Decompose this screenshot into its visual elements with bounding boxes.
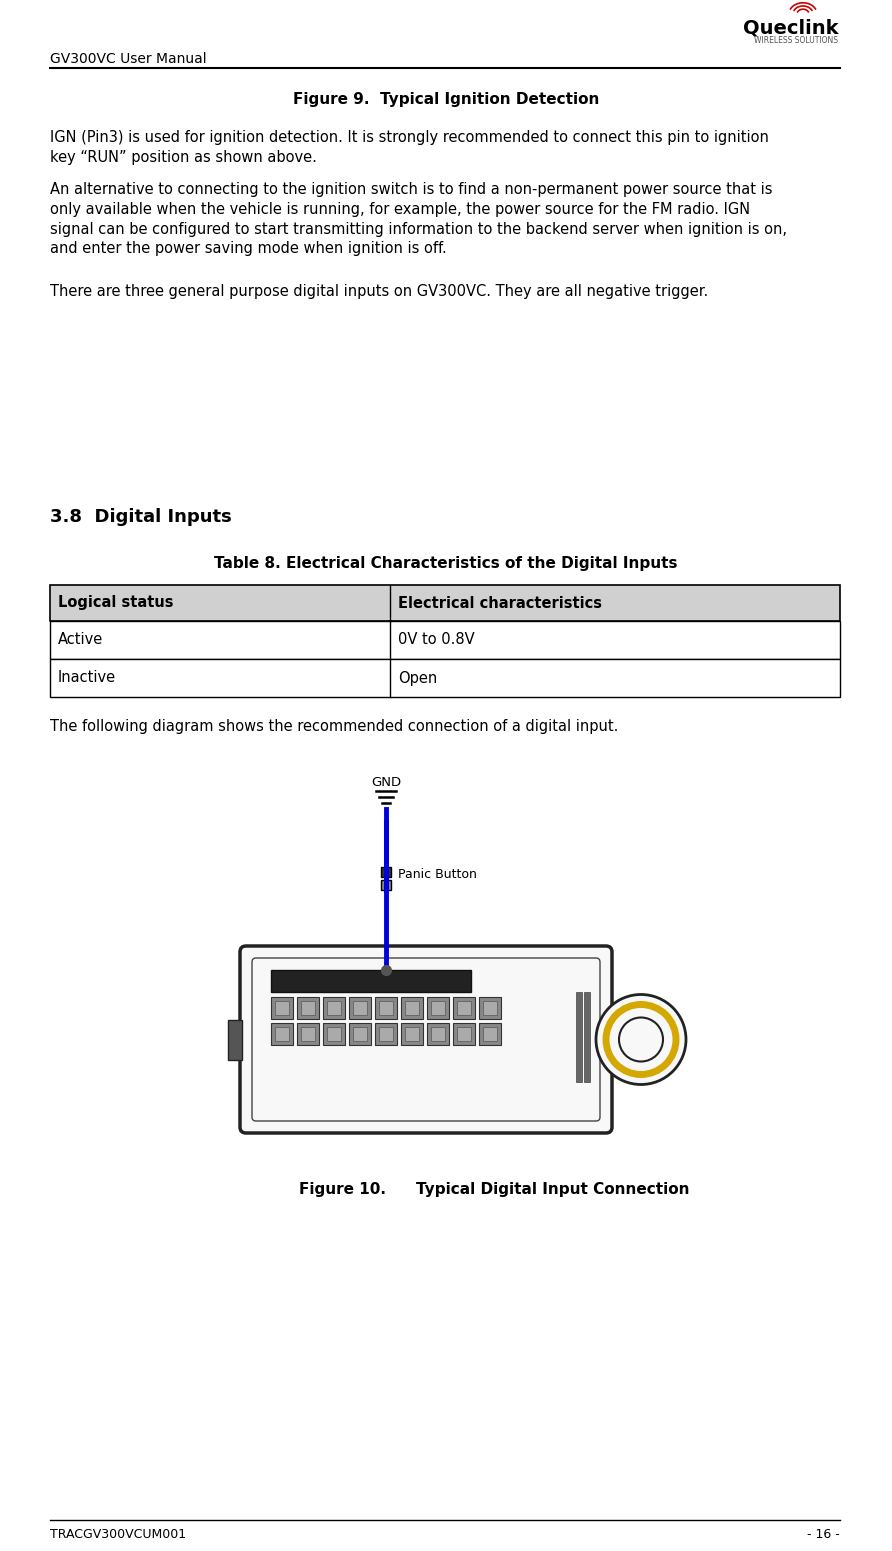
Bar: [576, 993, 582, 1083]
Text: Panic Button: Panic Button: [398, 869, 477, 881]
Text: There are three general purpose digital inputs on GV300VC. They are all negative: There are three general purpose digital …: [50, 284, 708, 299]
Text: - 16 -: - 16 -: [807, 1528, 840, 1542]
Bar: [431, 1000, 445, 1014]
Text: WIRELESS SOLUTIONS: WIRELESS SOLUTIONS: [754, 36, 838, 45]
Circle shape: [606, 1005, 676, 1075]
Bar: [271, 1024, 293, 1045]
Bar: [453, 1024, 475, 1045]
Bar: [401, 1024, 423, 1045]
Bar: [271, 969, 471, 993]
Text: Table 8. Electrical Characteristics of the Digital Inputs: Table 8. Electrical Characteristics of t…: [214, 555, 678, 571]
Bar: [379, 1000, 393, 1014]
Text: An alternative to connecting to the ignition switch is to find a non-permanent p: An alternative to connecting to the igni…: [50, 181, 787, 256]
Bar: [381, 867, 391, 876]
FancyBboxPatch shape: [252, 959, 600, 1121]
Bar: [327, 1000, 341, 1014]
Circle shape: [596, 994, 686, 1084]
Bar: [301, 1000, 315, 1014]
Bar: [479, 1024, 501, 1045]
Bar: [405, 1000, 419, 1014]
Bar: [457, 1027, 471, 1041]
Bar: [50, 659, 840, 696]
Bar: [275, 1000, 289, 1014]
Bar: [427, 997, 449, 1019]
Bar: [375, 1024, 397, 1045]
Bar: [375, 997, 397, 1019]
Bar: [457, 1000, 471, 1014]
Bar: [327, 1027, 341, 1041]
Text: Active: Active: [58, 633, 103, 647]
Bar: [353, 1027, 367, 1041]
Bar: [50, 585, 840, 620]
Text: 3.8  Digital Inputs: 3.8 Digital Inputs: [50, 509, 232, 526]
Bar: [323, 1024, 345, 1045]
Text: Logical status: Logical status: [58, 596, 174, 611]
Text: GV300VC User Manual: GV300VC User Manual: [50, 53, 207, 67]
Bar: [427, 1024, 449, 1045]
Bar: [301, 1027, 315, 1041]
Text: Open: Open: [398, 670, 437, 686]
Bar: [379, 1027, 393, 1041]
Bar: [349, 1024, 371, 1045]
Bar: [297, 1024, 319, 1045]
Bar: [381, 879, 391, 890]
Text: GND: GND: [371, 776, 401, 789]
Bar: [453, 997, 475, 1019]
Bar: [483, 1027, 497, 1041]
Text: Inactive: Inactive: [58, 670, 116, 686]
Bar: [584, 993, 590, 1083]
Text: TRACGV300VCUM001: TRACGV300VCUM001: [50, 1528, 186, 1542]
Text: Electrical characteristics: Electrical characteristics: [398, 596, 602, 611]
Bar: [323, 997, 345, 1019]
Bar: [405, 1027, 419, 1041]
Bar: [297, 997, 319, 1019]
Text: The following diagram shows the recommended connection of a digital input.: The following diagram shows the recommen…: [50, 720, 618, 734]
Bar: [271, 997, 293, 1019]
Text: Figure 9.  Typical Ignition Detection: Figure 9. Typical Ignition Detection: [293, 92, 599, 107]
Bar: [349, 997, 371, 1019]
Text: IGN (Pin3) is used for ignition detection. It is strongly recommended to connect: IGN (Pin3) is used for ignition detectio…: [50, 130, 769, 164]
Bar: [50, 620, 840, 659]
Text: Queclink: Queclink: [742, 19, 838, 37]
Text: Typical Digital Input Connection: Typical Digital Input Connection: [416, 1182, 690, 1197]
Text: 0V to 0.8V: 0V to 0.8V: [398, 633, 475, 647]
Bar: [401, 997, 423, 1019]
Bar: [431, 1027, 445, 1041]
Circle shape: [619, 1017, 663, 1061]
Bar: [479, 997, 501, 1019]
Bar: [600, 1019, 614, 1059]
Bar: [353, 1000, 367, 1014]
Bar: [228, 1019, 242, 1059]
Bar: [275, 1027, 289, 1041]
FancyBboxPatch shape: [240, 946, 612, 1132]
Bar: [483, 1000, 497, 1014]
Text: Figure 10.: Figure 10.: [299, 1182, 386, 1197]
